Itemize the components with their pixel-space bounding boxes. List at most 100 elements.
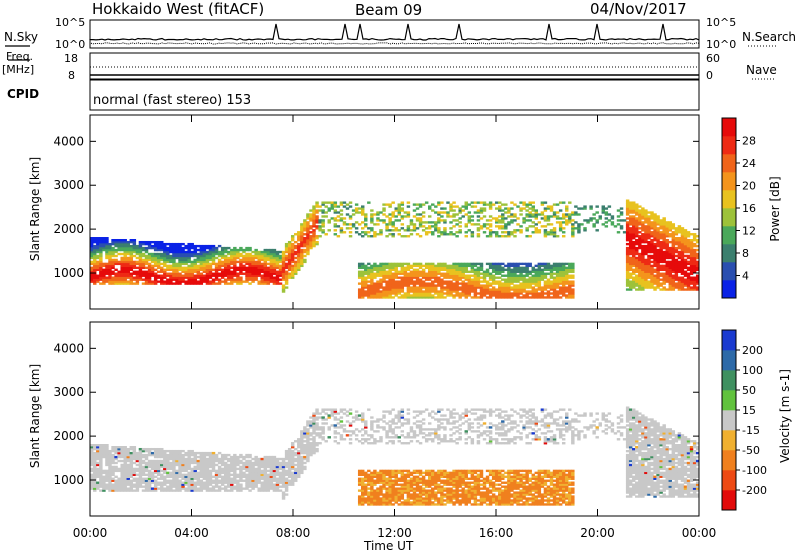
power-cell — [513, 280, 517, 283]
power-cell — [504, 292, 508, 295]
power-cell — [543, 233, 548, 236]
power-cell — [644, 262, 648, 266]
power-cell — [467, 219, 472, 222]
power-cell — [138, 246, 143, 250]
velocity-cell — [260, 489, 264, 492]
power-cell — [424, 221, 429, 224]
power-cell — [120, 264, 124, 268]
velocity-cell — [144, 473, 149, 477]
power-cell — [449, 280, 453, 283]
power-cell — [208, 256, 213, 260]
power-cell — [656, 240, 660, 244]
power-cell — [217, 258, 222, 262]
velocity-cell — [220, 463, 225, 467]
power-cell — [269, 262, 274, 266]
power-cell — [418, 217, 423, 220]
power-cell — [525, 227, 529, 230]
power-cell — [126, 268, 130, 271]
power-cell — [555, 272, 560, 275]
velocity-cell — [93, 477, 97, 480]
power-cell — [488, 262, 493, 266]
power-cell — [522, 201, 526, 204]
power-cell — [659, 278, 663, 281]
power-cell — [628, 229, 633, 232]
power-cell — [656, 274, 660, 277]
power-cell — [632, 235, 636, 238]
power-cell — [96, 238, 100, 242]
power-cell — [525, 262, 529, 266]
power-cell — [443, 286, 447, 289]
power-cell — [361, 286, 365, 289]
velocity-cell — [257, 463, 261, 467]
velocity-cell — [239, 477, 243, 480]
power-cell — [181, 260, 185, 264]
velocity-cell — [123, 457, 127, 461]
velocity-cell — [187, 453, 191, 457]
power-cell — [391, 284, 395, 287]
power-cell — [138, 270, 143, 273]
power-cell — [641, 229, 645, 232]
power-cell — [90, 237, 94, 240]
velocity-cell — [132, 461, 137, 465]
power-cell — [93, 262, 97, 266]
velocity-cell — [123, 475, 127, 478]
power-cell — [178, 248, 182, 252]
power-cell — [220, 256, 225, 260]
velocity-cell — [172, 463, 176, 467]
power-cell — [470, 201, 475, 204]
power-cell — [632, 225, 636, 228]
power-cell — [184, 276, 188, 279]
power-cell — [473, 282, 478, 285]
velocity-cell — [263, 459, 268, 463]
velocity-cell — [172, 451, 176, 455]
power-cell — [485, 290, 490, 293]
velocity-cell — [153, 471, 158, 475]
power-cell — [330, 207, 334, 210]
power-cell — [455, 282, 459, 285]
velocity-cell — [153, 479, 158, 482]
power-cell — [312, 207, 316, 210]
power-cell — [644, 246, 648, 250]
power-cell — [111, 252, 115, 256]
power-cell — [656, 276, 660, 279]
power-cell — [181, 262, 185, 266]
velocity-cell — [181, 487, 185, 490]
power-cell — [662, 254, 666, 258]
power-cell — [619, 227, 624, 230]
velocity-cell — [223, 489, 228, 492]
power-cell — [619, 207, 624, 210]
power-cell — [318, 229, 322, 232]
power-cell — [281, 252, 286, 256]
power-cell — [385, 292, 389, 295]
power-cell — [671, 254, 676, 258]
velocity-cell — [163, 467, 167, 471]
power-cell — [473, 268, 478, 271]
velocity-cell — [135, 477, 140, 480]
power-cell — [464, 270, 468, 273]
power-cell — [647, 272, 651, 275]
power-cell — [449, 205, 453, 208]
velocity-cell — [135, 479, 140, 482]
power-cell — [455, 276, 459, 279]
power-cell — [409, 278, 414, 281]
power-cell — [163, 248, 167, 252]
velocity-cell — [93, 475, 97, 478]
power-cell — [635, 242, 639, 246]
power-cell — [458, 231, 462, 234]
power-cell — [677, 237, 682, 240]
power-cell — [333, 223, 338, 226]
power-cell — [93, 237, 97, 240]
power-cell — [147, 256, 152, 260]
power-cell — [196, 248, 201, 252]
power-cell — [625, 264, 630, 268]
power-cell — [680, 252, 685, 256]
power-cell — [138, 262, 143, 266]
velocity-cell — [260, 457, 264, 461]
velocity-cell — [281, 495, 286, 498]
power-cell — [138, 264, 143, 268]
power-cell — [257, 272, 261, 275]
velocity-cell — [105, 445, 109, 449]
power-cell — [427, 262, 432, 266]
power-cell — [275, 258, 280, 262]
velocity-cell — [190, 469, 194, 473]
